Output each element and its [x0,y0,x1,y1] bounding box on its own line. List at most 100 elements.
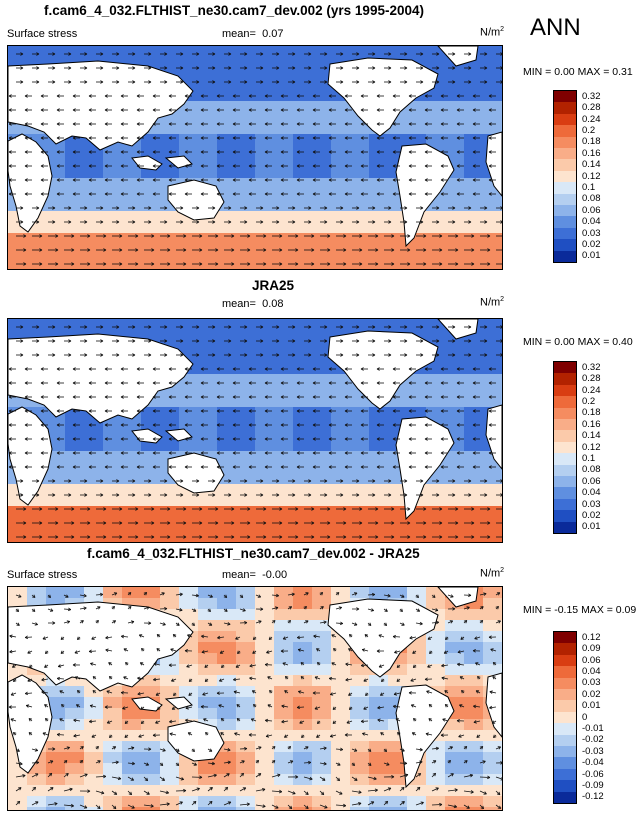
colorbar-swatch [554,498,576,511]
panel-1-minmax: MIN = 0.00 MAX = 0.31 [523,66,633,78]
colorbar-tick-label: 0.2 [582,395,596,407]
colorbar-tick-label: 0.12 [582,170,601,182]
colorbar-tick-label: -0.09 [582,779,604,791]
colorbar-tick-label: 0.04 [582,216,601,228]
colorbar-tick-label: 0.01 [582,700,601,712]
colorbar-swatch [554,362,576,374]
colorbar-swatch [554,430,576,443]
colorbar-tick-label: 0.16 [582,418,601,430]
colorbar-tick-label: -0.03 [582,745,604,757]
colorbar-tick-label: 0.09 [582,643,601,655]
colorbar-tick-label: 0.06 [582,654,601,666]
colorbar-swatch [554,791,576,804]
colorbar-swatch [554,746,576,758]
colorbar-swatch [554,136,576,149]
panel-1-mean-label: mean= [222,28,256,40]
colorbar-swatch [554,476,576,488]
panel-3-minmax: MIN = -0.15 MAX = 0.09 [523,604,637,616]
colorbar-tick-label: 0.2 [582,124,596,136]
colorbar-tick-label: 0.12 [582,441,601,453]
panel-3-map [7,586,503,811]
panel-2-units: N/m2 [480,296,505,309]
colorbar-tick-label: 0.32 [582,361,601,373]
colorbar-swatch [554,216,576,229]
colorbar-tick-label: 0.16 [582,147,601,159]
colorbar-swatch [554,205,576,217]
colorbar-swatch [554,373,576,386]
colorbar-tick-label: 0.18 [582,136,601,148]
colorbar-tick-label: 0.03 [582,498,601,510]
colorbar-swatch [554,102,576,115]
colorbar-tick-label: 0.08 [582,193,601,205]
land-masses [8,46,502,248]
colorbar-tick-label: 0.01 [582,250,601,262]
colorbar-swatch [554,757,576,770]
colorbar-swatch [554,91,576,103]
colorbar-swatch [554,419,576,431]
colorbar-tick-label: 0.06 [582,475,601,487]
colorbar-swatch [554,723,576,736]
colorbar-swatch [554,407,576,420]
colorbar-tick-label: -0.06 [582,768,604,780]
colorbar-swatch [554,780,576,793]
colorbar-swatch [554,510,576,523]
colorbar-swatch [554,170,576,183]
colorbar-tick-label: 0.12 [582,631,601,643]
colorbar-swatch [554,453,576,466]
colorbar-swatch [554,464,576,477]
colorbar-tick-label: -0.04 [582,757,604,769]
panel-3-mean: mean= -0.00 [222,569,287,581]
panel-1-title: f.cam6_4_032.FLTHIST_ne30.cam7_dev.002 (… [44,3,424,18]
panel-1-mean-value: 0.07 [262,28,284,40]
colorbar-tick-label: 0.02 [582,688,601,700]
colorbar-tick-label: 0 [582,711,588,723]
panel-3-variable: Surface stress [7,569,78,581]
colorbar-tick-label: 0.32 [582,90,601,102]
colorbar-swatch [554,441,576,454]
panel-2-minmax: MIN = 0.00 MAX = 0.40 [523,336,633,348]
colorbar-tick-label: 0.02 [582,509,601,521]
colorbar-swatch [554,182,576,195]
stress-vectors [8,592,502,810]
colorbar-swatch [554,734,576,747]
panel-3-units: N/m2 [480,567,505,580]
colorbar-tick-label: 0.14 [582,159,601,171]
stress-vectors [8,325,502,539]
colorbar-tick-label: -0.12 [582,791,604,803]
colorbar-swatch [554,666,576,679]
stress-vectors [8,52,502,266]
panel-2-mean-label: mean= [222,298,256,310]
colorbar-swatch [554,227,576,240]
colorbar-tick-label: 0.28 [582,102,601,114]
panel-2-title: JRA25 [252,278,295,293]
colorbar-tick-label: 0.18 [582,407,601,419]
panel-3-colorbar: 0.12 0.09 0.06 0.04 0.03 0.02 0.01 0 -0.01 -0.02-… [553,631,604,804]
colorbar-swatch [554,711,576,724]
panel-2-colorbar: 0.32 0.28 0.24 0.2 0.18 0.16 0.14 0.12 0.1 0.08 0.… [553,361,601,534]
land-masses [8,587,502,789]
colorbar-tick-label: 0.1 [582,452,596,464]
colorbar-swatch [554,632,576,644]
colorbar-swatch [554,396,576,409]
panel-3-mean-value: -0.00 [262,569,288,581]
colorbar-swatch [554,677,576,690]
colorbar-swatch [554,700,576,713]
colorbar-swatch [554,250,576,263]
panel-3-mean-label: mean= [222,569,256,581]
stress-field [8,319,502,542]
colorbar-tick-label: 0.28 [582,373,601,385]
colorbar-swatch [554,159,576,172]
panel-1-map [7,45,503,270]
panel-2-map [7,318,503,543]
panel-1-mean: mean= 0.07 [222,28,284,40]
colorbar-tick-label: 0.01 [582,521,601,533]
colorbar-tick-label: 0.24 [582,113,601,125]
colorbar-tick-label: 0.03 [582,227,601,239]
season-label: ANN [530,14,581,41]
colorbar-tick-label: 0.1 [582,181,596,193]
panel-3-title: f.cam6_4_032.FLTHIST_ne30.cam7_dev.002 -… [87,546,420,561]
colorbar-tick-label: 0.24 [582,384,601,396]
panel-1-colorbar: 0.32 0.28 0.24 0.2 0.18 0.16 0.14 0.12 0.1 0.08 0.… [553,90,601,263]
colorbar-swatch [554,384,576,397]
land-masses [8,319,502,521]
